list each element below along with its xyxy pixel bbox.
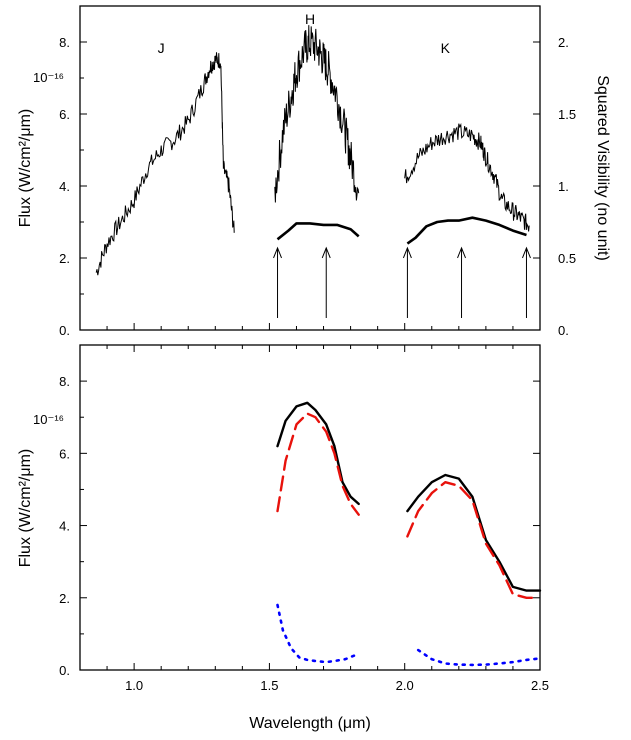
- top-y2-axis-title: Squared Visibility (no unit): [594, 75, 611, 261]
- arrow-head-3: [402, 246, 412, 259]
- dashed-series-segment-1: [276, 412, 360, 516]
- top-x-ticks: [106, 323, 541, 330]
- top-series: [95, 25, 530, 276]
- top-plot-frame: [79, 5, 541, 331]
- bottom-x-ticks: 1.0 1.5 2.0 2.5: [106, 345, 549, 693]
- top-y-tick-label: 0.: [59, 323, 70, 338]
- top-y2-tick-label: 0.: [558, 323, 569, 338]
- top-y-tick-label: 6.: [59, 107, 70, 122]
- flux-spectrum-segment-2: [274, 25, 360, 203]
- solid-series-segment-1: [276, 401, 360, 506]
- arrow-head-1: [273, 246, 282, 259]
- bottom-y-tick-label: 6.: [59, 446, 70, 461]
- top-y-tick-label: 8.: [59, 35, 70, 50]
- bottom-y-multiplier: 10⁻¹⁶: [33, 412, 64, 427]
- top-y2-tick-label: 0.5: [558, 251, 576, 266]
- top-y-tick-label: 4.: [59, 179, 70, 194]
- top-panel: 0. 2. 4. 6. 8. 0. 0.5 1. 1.5 2. 10⁻¹⁶ Flux (W/cm…: [17, 5, 611, 338]
- top-y2-tick-label: 1.: [558, 179, 569, 194]
- baseline-arrows: [273, 246, 531, 318]
- flux-spectrum-segment-1: [95, 52, 235, 276]
- solid-series-segment-2: [406, 473, 542, 592]
- band-label-H: H: [305, 11, 315, 27]
- x-tick-label: 1.0: [125, 678, 143, 693]
- visibility-curve-segment-2: [406, 216, 527, 245]
- dotted-series-segment-1: [276, 603, 361, 664]
- top-y-axis-title: Flux (W/cm²/μm): [17, 109, 34, 228]
- bottom-y-tick-label: 4.: [59, 519, 70, 534]
- top-y-multiplier: 10⁻¹⁶: [33, 70, 64, 85]
- top-y2-tick-label: 1.5: [558, 107, 576, 122]
- dotted-series-segment-2: [416, 648, 542, 667]
- x-tick-label: 2.0: [396, 678, 414, 693]
- top-y-tick-label: 2.: [59, 251, 70, 266]
- x-tick-label: 2.5: [531, 678, 549, 693]
- bottom-series: [276, 401, 542, 667]
- flux-spectrum-segment-3: [404, 122, 530, 232]
- bottom-plot-frame: [79, 344, 541, 671]
- arrow-head-4: [457, 246, 466, 259]
- bottom-y-tick-label: 0.: [59, 663, 70, 678]
- band-labels: J H K: [158, 11, 451, 56]
- arrow-head-5: [522, 246, 531, 259]
- bottom-panel: 0. 2. 4. 6. 8. 1.0 1.5 2.0 2.5 10⁻¹⁶ Flux (W/cm…: [17, 344, 549, 732]
- top-y2-tick-label: 2.: [558, 35, 569, 50]
- top-y2-ticks: 0. 0.5 1. 1.5 2.: [533, 35, 576, 338]
- band-label-J: J: [158, 40, 165, 56]
- x-tick-label: 1.5: [260, 678, 278, 693]
- dashed-series-segment-2: [406, 481, 534, 599]
- bottom-y-ticks: 0. 2. 4. 6. 8.: [59, 344, 540, 678]
- bottom-y-axis-title: Flux (W/cm²/μm): [17, 449, 34, 568]
- band-label-K: K: [441, 40, 451, 56]
- x-axis-title: Wavelength (μm): [249, 715, 371, 732]
- bottom-y-tick-label: 2.: [59, 591, 70, 606]
- arrow-head-2: [321, 246, 331, 259]
- bottom-y-tick-label: 8.: [59, 374, 70, 389]
- visibility-curve-segment-1: [276, 222, 360, 241]
- top-y-ticks: 0. 2. 4. 6. 8.: [59, 5, 87, 338]
